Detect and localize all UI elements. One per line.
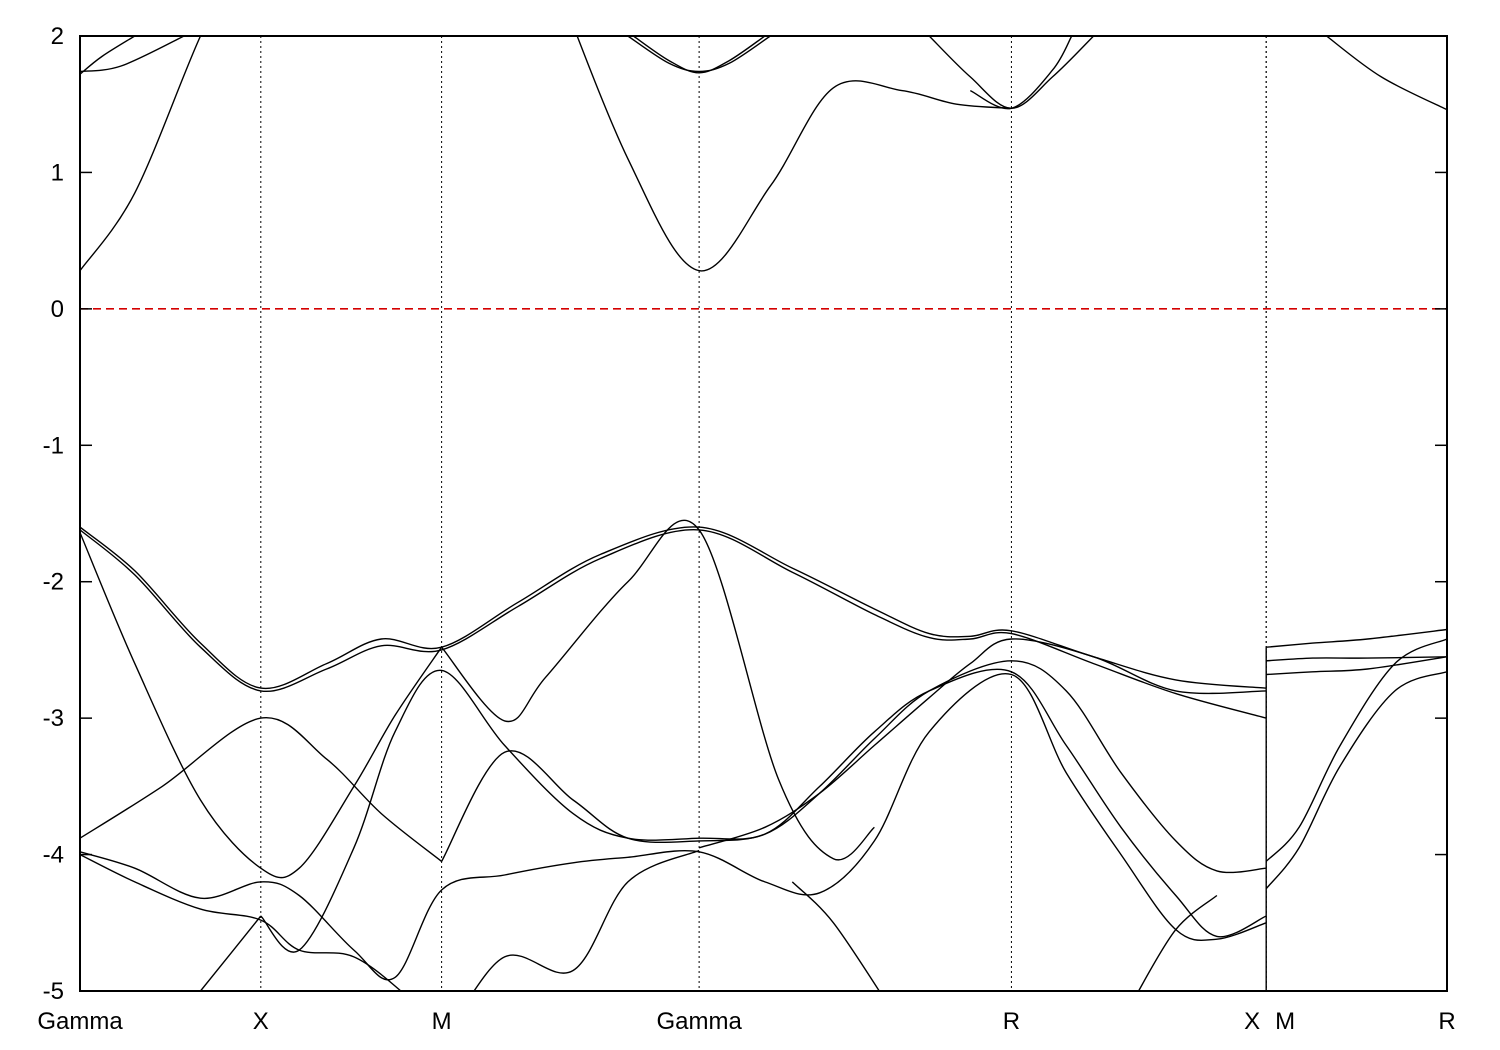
y-tick-label: -2 — [43, 569, 64, 596]
x-tick-label: X — [1244, 1008, 1260, 1035]
band-lines — [80, 36, 1447, 991]
band-line-3 — [80, 36, 136, 75]
band-line-21 — [1137, 894, 1218, 991]
band-line-12 — [441, 519, 875, 861]
y-tick-label: 2 — [51, 23, 64, 50]
band-line-15 — [440, 660, 1267, 874]
y-axis: -5 -4 -3 -2 -1 0 1 2 — [43, 23, 1447, 1005]
x-tick-label: Gamma — [37, 1008, 123, 1035]
band-line-25 — [1265, 638, 1447, 862]
x-tick-label: M — [432, 1008, 452, 1035]
x-tick-label: R — [1438, 1008, 1455, 1035]
band-line-13 — [698, 638, 1267, 849]
band-line-26 — [1265, 671, 1447, 890]
band-line-17 — [80, 672, 1267, 981]
band-line-1 — [576, 36, 1012, 272]
y-tick-label: 0 — [51, 296, 64, 323]
band-line-0 — [80, 36, 202, 272]
band-line-20 — [791, 881, 881, 991]
band-line-23 — [1266, 656, 1447, 676]
band-line-22 — [1266, 628, 1447, 648]
y-tick-label: 1 — [51, 159, 64, 186]
band-line-2 — [80, 36, 185, 73]
y-tick-label: -3 — [43, 705, 64, 732]
band-line-19 — [199, 915, 262, 991]
y-tick-label: -4 — [43, 842, 64, 869]
x-tick-label: X — [253, 1008, 269, 1035]
x-tick-label: Gamma — [656, 1008, 742, 1035]
band-line-24 — [1266, 656, 1447, 662]
band-line-11 — [80, 532, 443, 879]
band-line-7 — [969, 36, 1073, 110]
x-tick-label: M — [1275, 1008, 1295, 1035]
y-tick-label: -5 — [43, 978, 64, 1005]
band-line-8 — [1326, 36, 1447, 111]
y-tick-label: -1 — [43, 432, 64, 459]
band-line-10 — [80, 529, 1267, 719]
band-line-4 — [627, 36, 771, 73]
band-line-16 — [260, 668, 1267, 953]
x-axis: Gamma X M Gamma R X M R — [37, 1008, 1455, 1035]
x-tick-label: R — [1003, 1008, 1020, 1035]
band-line-9 — [80, 526, 1267, 690]
band-line-5 — [633, 36, 766, 74]
plot-frame — [79, 35, 1448, 992]
band-line-18 — [80, 849, 700, 991]
band-line-14 — [80, 717, 443, 862]
